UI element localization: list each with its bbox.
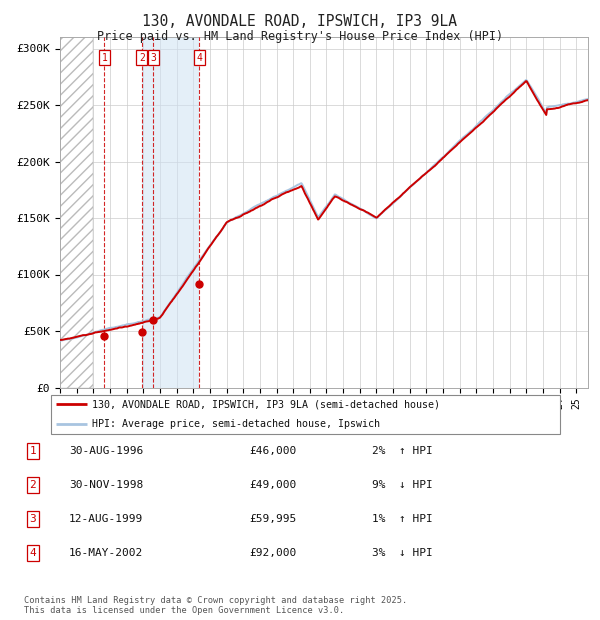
Text: £59,995: £59,995 xyxy=(249,514,296,524)
Text: 2: 2 xyxy=(139,53,145,63)
Bar xyxy=(52,37,94,387)
Text: 30-NOV-1998: 30-NOV-1998 xyxy=(69,480,143,490)
Text: 30-AUG-1996: 30-AUG-1996 xyxy=(69,446,143,456)
Text: 130, AVONDALE ROAD, IPSWICH, IP3 9LA (semi-detached house): 130, AVONDALE ROAD, IPSWICH, IP3 9LA (se… xyxy=(92,399,440,409)
Text: 1: 1 xyxy=(29,446,37,456)
Text: Price paid vs. HM Land Registry's House Price Index (HPI): Price paid vs. HM Land Registry's House … xyxy=(97,30,503,43)
FancyBboxPatch shape xyxy=(50,395,560,433)
Text: £49,000: £49,000 xyxy=(249,480,296,490)
Text: 1: 1 xyxy=(101,53,107,63)
Bar xyxy=(142,37,199,387)
Text: 3: 3 xyxy=(151,53,157,63)
Text: HPI: Average price, semi-detached house, Ipswich: HPI: Average price, semi-detached house,… xyxy=(92,419,380,429)
Text: 1%  ↑ HPI: 1% ↑ HPI xyxy=(372,514,433,524)
Text: Contains HM Land Registry data © Crown copyright and database right 2025.
This d: Contains HM Land Registry data © Crown c… xyxy=(24,596,407,615)
Text: 4: 4 xyxy=(196,53,202,63)
Text: 9%  ↓ HPI: 9% ↓ HPI xyxy=(372,480,433,490)
Text: £92,000: £92,000 xyxy=(249,548,296,558)
Text: 130, AVONDALE ROAD, IPSWICH, IP3 9LA: 130, AVONDALE ROAD, IPSWICH, IP3 9LA xyxy=(143,14,458,29)
Text: 3%  ↓ HPI: 3% ↓ HPI xyxy=(372,548,433,558)
Text: 16-MAY-2002: 16-MAY-2002 xyxy=(69,548,143,558)
Text: £46,000: £46,000 xyxy=(249,446,296,456)
Text: 2%  ↑ HPI: 2% ↑ HPI xyxy=(372,446,433,456)
Text: 3: 3 xyxy=(29,514,37,524)
Text: 4: 4 xyxy=(29,548,37,558)
Text: 12-AUG-1999: 12-AUG-1999 xyxy=(69,514,143,524)
Text: 2: 2 xyxy=(29,480,37,490)
